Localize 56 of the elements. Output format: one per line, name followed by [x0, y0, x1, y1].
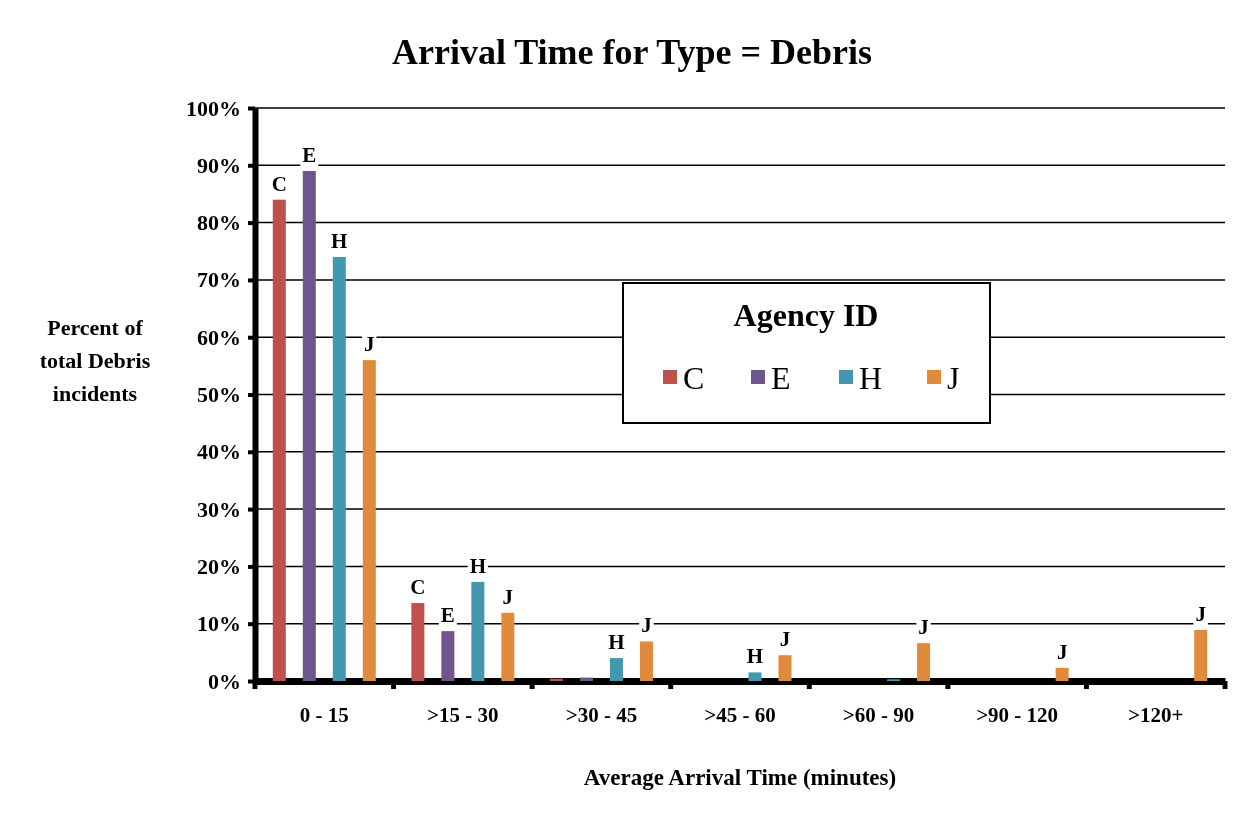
x-tick-label: >60 - 90 — [842, 703, 915, 727]
y-tick-label: 20% — [197, 553, 241, 579]
y-tick-label: 60% — [197, 324, 241, 350]
data-label: E — [440, 603, 455, 628]
legend-label: H — [859, 360, 883, 396]
legend-label: C — [683, 360, 705, 396]
data-label: H — [469, 553, 487, 578]
bar — [471, 581, 485, 681]
x-tick-label: >45 - 60 — [704, 703, 776, 727]
bar — [639, 641, 653, 681]
bar — [362, 360, 376, 681]
legend-title: Agency ID — [733, 297, 879, 333]
bar — [778, 655, 792, 681]
y-tick-label: 30% — [197, 496, 241, 522]
legend-label: J — [947, 360, 960, 396]
data-label: H — [746, 644, 764, 669]
y-tick-label: 100% — [186, 95, 241, 121]
y-tick-label: 10% — [197, 611, 241, 637]
data-label: E — [302, 143, 317, 168]
x-tick-label: >15 - 30 — [427, 703, 499, 727]
bar — [332, 256, 346, 681]
data-label: J — [1056, 639, 1068, 664]
x-tick-label: >120+ — [1128, 703, 1184, 727]
data-label: J — [779, 627, 791, 652]
y-tick-label: 50% — [197, 382, 241, 408]
legend-label: E — [771, 360, 791, 396]
x-tick-label: >90 - 120 — [976, 703, 1059, 727]
bar — [609, 658, 623, 681]
y-axis-title: Percent of total Debris incidents — [39, 315, 151, 406]
data-label: J — [502, 584, 514, 609]
data-label: J — [918, 615, 929, 640]
bar — [1194, 630, 1208, 681]
data-label: J — [364, 332, 375, 357]
data-label: J — [641, 613, 652, 638]
x-axis-title: Average Arrival Time (minutes) — [583, 765, 897, 790]
bar — [302, 171, 316, 681]
y-tick-label: 90% — [197, 152, 241, 178]
bar — [411, 603, 425, 681]
data-label: H — [608, 630, 625, 655]
chart-title: Arrival Time for Type = Debris — [391, 32, 873, 72]
data-label: C — [410, 575, 426, 600]
y-tick-label: 40% — [197, 439, 241, 465]
data-label: C — [271, 171, 287, 196]
data-label: H — [331, 228, 348, 253]
y-tick-label: 80% — [197, 210, 241, 236]
x-tick-label: >30 - 45 — [565, 703, 638, 727]
x-tick-label: 0 - 15 — [299, 703, 349, 727]
data-label: J — [1195, 602, 1206, 626]
bar — [272, 199, 286, 681]
y-tick-label: 0% — [208, 668, 241, 694]
bar — [1055, 667, 1069, 681]
bar — [441, 631, 455, 681]
bar — [748, 672, 762, 681]
bar — [917, 643, 931, 681]
bar — [501, 612, 515, 681]
y-tick-label: 70% — [197, 267, 241, 293]
